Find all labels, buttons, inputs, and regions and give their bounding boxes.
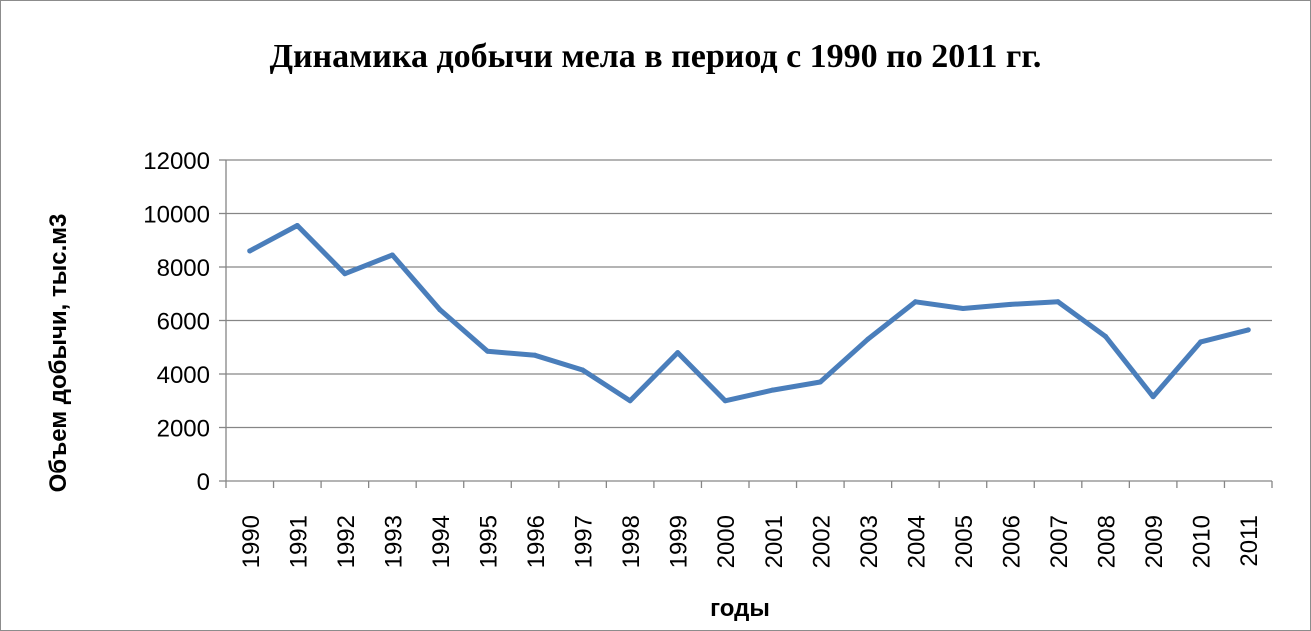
x-tick-label: 1993 <box>380 515 407 568</box>
data-point-1998 <box>627 398 633 404</box>
x-tick-label: 2007 <box>1046 515 1073 568</box>
y-tick-label: 0 <box>197 469 210 496</box>
x-tick-labels: 1990 1991 1992 1993 1994 1995 1996 1997 1998 1999… <box>238 515 1263 568</box>
x-tick-label: 2004 <box>903 515 930 568</box>
data-point-1999 <box>675 350 681 356</box>
y-axis-title: Объем добычи, тыс.м3 <box>45 214 72 493</box>
data-point-2011 <box>1245 327 1251 333</box>
data-point-1990 <box>247 248 253 254</box>
data-point-2006 <box>1008 301 1013 307</box>
x-tick-label: 1997 <box>571 515 598 568</box>
series-line <box>247 223 1251 404</box>
y-tick-label: 10000 <box>143 202 210 229</box>
x-tick-label: 2010 <box>1189 515 1216 568</box>
data-point-2000 <box>722 398 728 404</box>
x-tick-label: 2008 <box>1094 515 1121 568</box>
y-tick-label: 12000 <box>143 148 210 175</box>
x-tick-label: 2002 <box>808 515 835 568</box>
y-tick-label: 6000 <box>157 309 210 336</box>
x-tick-label: 1994 <box>428 515 455 568</box>
gridlines <box>219 159 1273 488</box>
y-tick-label: 4000 <box>157 362 210 389</box>
x-tick-label: 1990 <box>238 515 265 568</box>
x-tick-label: 2001 <box>761 515 788 568</box>
x-tick-label: 1995 <box>476 515 503 568</box>
x-tick-label: 2003 <box>856 515 883 568</box>
x-tick-label: 1999 <box>666 515 693 568</box>
data-point-1991 <box>294 223 300 229</box>
data-point-1992 <box>342 271 348 277</box>
x-tick-label: 2011 <box>1236 515 1263 567</box>
chart-title: Динамика добычи мела в период с 1990 по … <box>269 38 1042 75</box>
data-point-1994 <box>437 307 443 313</box>
x-axis-title: годы <box>710 595 770 622</box>
x-tick-label: 2006 <box>999 515 1026 568</box>
x-tick-label: 1998 <box>618 515 645 568</box>
data-point-1996 <box>532 352 538 358</box>
x-tick-label: 1996 <box>523 515 550 568</box>
series-line-group <box>247 223 1251 404</box>
y-tick-label: 2000 <box>157 416 210 443</box>
x-tick-label: 2005 <box>951 515 978 568</box>
x-tick-label: 2000 <box>713 515 740 568</box>
data-point-2001 <box>770 387 776 393</box>
y-tick-labels: 0 2000 4000 6000 8000 10000 12000 <box>143 148 210 496</box>
y-tick-label: 8000 <box>157 255 210 282</box>
data-point-2008 <box>1103 334 1109 340</box>
x-tick-label: 1992 <box>333 515 360 568</box>
data-point-2010 <box>1198 339 1204 345</box>
data-point-2002 <box>817 379 823 385</box>
x-tick-label: 2009 <box>1141 515 1168 568</box>
data-point-2003 <box>865 336 871 342</box>
data-point-2009 <box>1150 394 1156 400</box>
data-point-1993 <box>389 252 395 258</box>
data-point-1997 <box>580 367 586 373</box>
data-point-1995 <box>485 348 490 354</box>
x-tick-label: 1991 <box>285 515 312 568</box>
data-point-2005 <box>960 305 966 311</box>
data-point-2007 <box>1055 299 1061 305</box>
data-point-2004 <box>912 299 918 305</box>
